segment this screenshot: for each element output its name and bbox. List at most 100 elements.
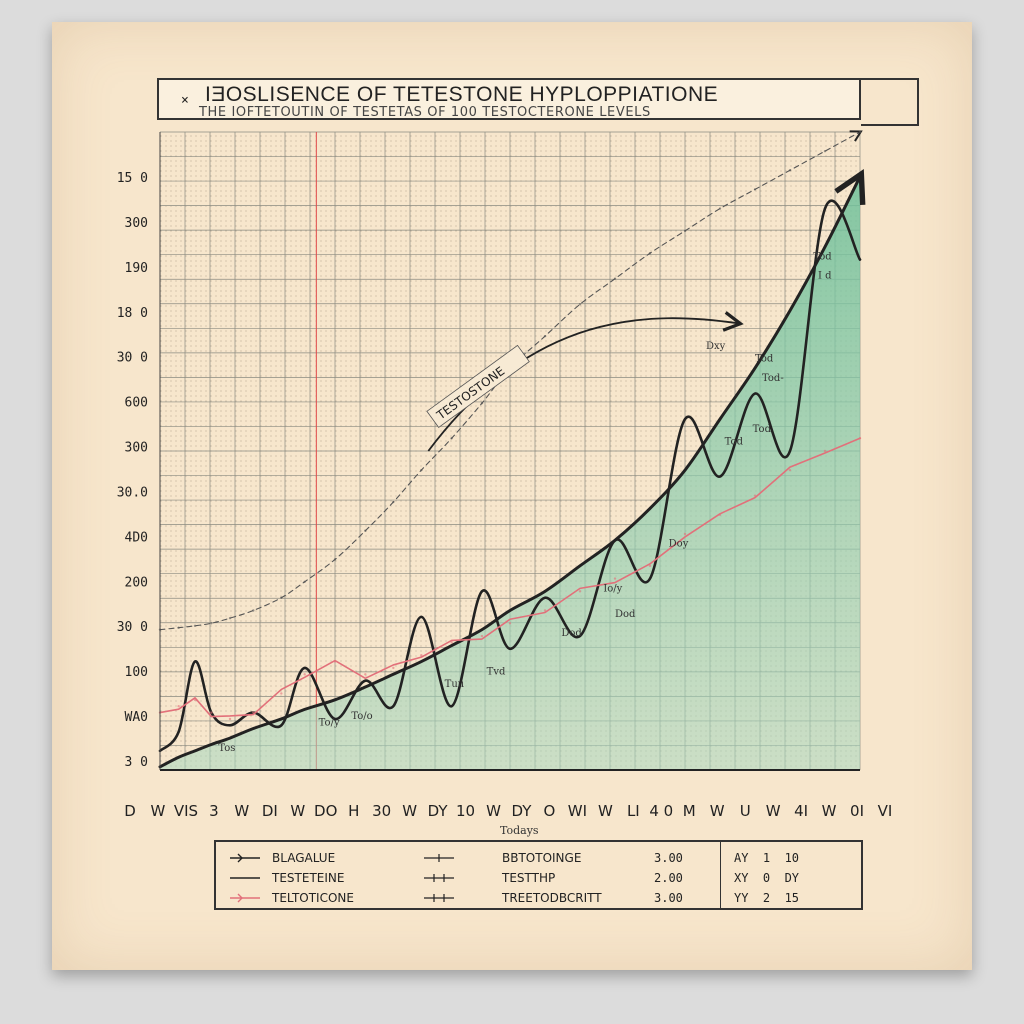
data-point-teltoticone [823,449,827,453]
data-point-testosterone [753,392,757,395]
x-tick-label: 10 [456,802,475,820]
legend-row: TESTETEINE TESTTHP 2.00 XY 0 DY [216,868,861,888]
data-point-baseline [823,245,827,249]
legend-extra: YY 2 15 [734,891,800,905]
data-point-baseline [280,717,283,721]
x-tick-label: W [710,802,725,820]
x-axis-label: Todays [500,824,539,837]
data-point-testosterone [543,596,547,599]
data-point-trend [648,252,652,255]
data-point-baseline [210,743,213,746]
data-point-teltoticone [683,532,687,536]
x-tick-label: W [151,802,166,820]
x-tick-label: W [822,802,837,820]
data-point-testosterone [683,417,687,421]
title-mark: × [181,93,189,108]
data-point-trend [210,622,213,625]
legend-marker-red-line [230,893,260,903]
annotation-label: I d [818,271,832,282]
data-point-baseline [364,685,367,689]
data-point-trend [364,529,367,532]
x-tick-label: DY [512,802,533,820]
data-point-baseline [333,698,337,702]
area-fill [160,176,860,770]
x-tick-label: W [290,802,305,820]
data-point-testosterone [177,730,180,733]
data-point-trend [392,500,395,504]
data-point-testosterone [823,207,827,210]
x-tick-label: H [348,802,359,820]
annotation-label: Tod [725,437,744,448]
x-tick-label: W [402,802,417,820]
y-tick-label: 4D0 [125,530,148,545]
legend-marker-tick [424,854,454,862]
data-point-teltoticone [193,698,197,702]
x-tick-label: VI [878,802,893,820]
data-point-testosterone [480,590,484,593]
annotation-label: Tod- [762,373,784,384]
legend: BLAGALUE BBTOTOINGE 3.00 AY 1 10 TESTETE… [214,840,863,910]
x-tick-label: W [234,802,249,820]
data-point-teltoticone [228,717,232,721]
annotation-label: Tod [813,252,832,263]
data-point-teltoticone [508,622,512,625]
baseline-area [160,176,860,770]
data-point-testosterone [858,258,862,261]
data-point-baseline [648,507,652,510]
data-point-trend [480,401,484,405]
data-point-baseline [392,673,395,676]
data-point-baseline [193,749,197,753]
legend-label: TESTETEINE [272,871,345,885]
x-tick-label: VIS [174,802,198,820]
data-point-baseline [450,644,453,647]
data-point-teltoticone [450,641,453,644]
data-point-trend [450,437,453,440]
annotation-label: Tos [218,743,235,754]
y-tick-label: 30 0 [117,620,148,635]
data-point-trend [578,303,582,306]
annotation-label: Tod [755,354,774,365]
data-point-teltoticone [333,660,337,663]
y-tick-label: 600 [125,396,148,411]
x-tick-label: 4 0 [649,802,673,820]
x-tick-label: WI [568,802,587,820]
legend-marker-black-arrow [230,853,260,863]
data-point-baseline [252,727,255,730]
series-lines [158,130,866,769]
data-point-teltoticone [177,705,180,708]
data-point-testosterone [392,705,395,708]
legend-label: BLAGALUE [272,851,336,865]
legend-extra: XY 0 DY [734,871,800,885]
data-point-baseline [303,708,306,711]
data-point-testosterone [578,634,582,638]
y-tick-label: WA0 [125,710,148,725]
x-tick-label: DO [314,802,337,820]
data-point-trend [683,229,687,233]
chart-title: IƎOSLISENCE OF TETESTONE HYPLOPPIATIONE [205,83,719,106]
data-point-teltoticone [648,564,652,568]
data-point-teltoticone [392,666,395,670]
data-point-testosterone [303,666,306,670]
legend-marker-double-tick [424,894,454,902]
chart-subtitle: THE IOFTETOUTIN OF TESTETAS OF 100 TESTO… [199,105,651,120]
legend-value: 3.00 [654,891,683,905]
x-tick-label: 30 [372,802,391,820]
data-point-trend [228,616,232,620]
data-point-baseline [508,609,512,612]
data-point-teltoticone [303,673,306,676]
legend-row: TELTOTICONE TREETODBCRITT 3.00 YY 2 15 [216,888,861,908]
y-tick-label: 300 [125,441,148,456]
annotation-label: Tuu [445,679,465,690]
data-point-trend [420,468,423,472]
legend-marker-black-line [230,877,260,879]
legend-value: 3.00 [654,851,683,865]
chart-title-box: × IƎOSLISENCE OF TETESTONE HYPLOPPIATION… [157,78,861,120]
y-tick-label: 100 [125,665,148,680]
data-point-testosterone [420,615,423,619]
data-point-teltoticone [858,437,862,440]
annotation-label: Tod [753,424,772,435]
data-point-baseline [480,628,484,631]
data-point-teltoticone [543,609,547,612]
data-point-baseline [683,468,687,472]
